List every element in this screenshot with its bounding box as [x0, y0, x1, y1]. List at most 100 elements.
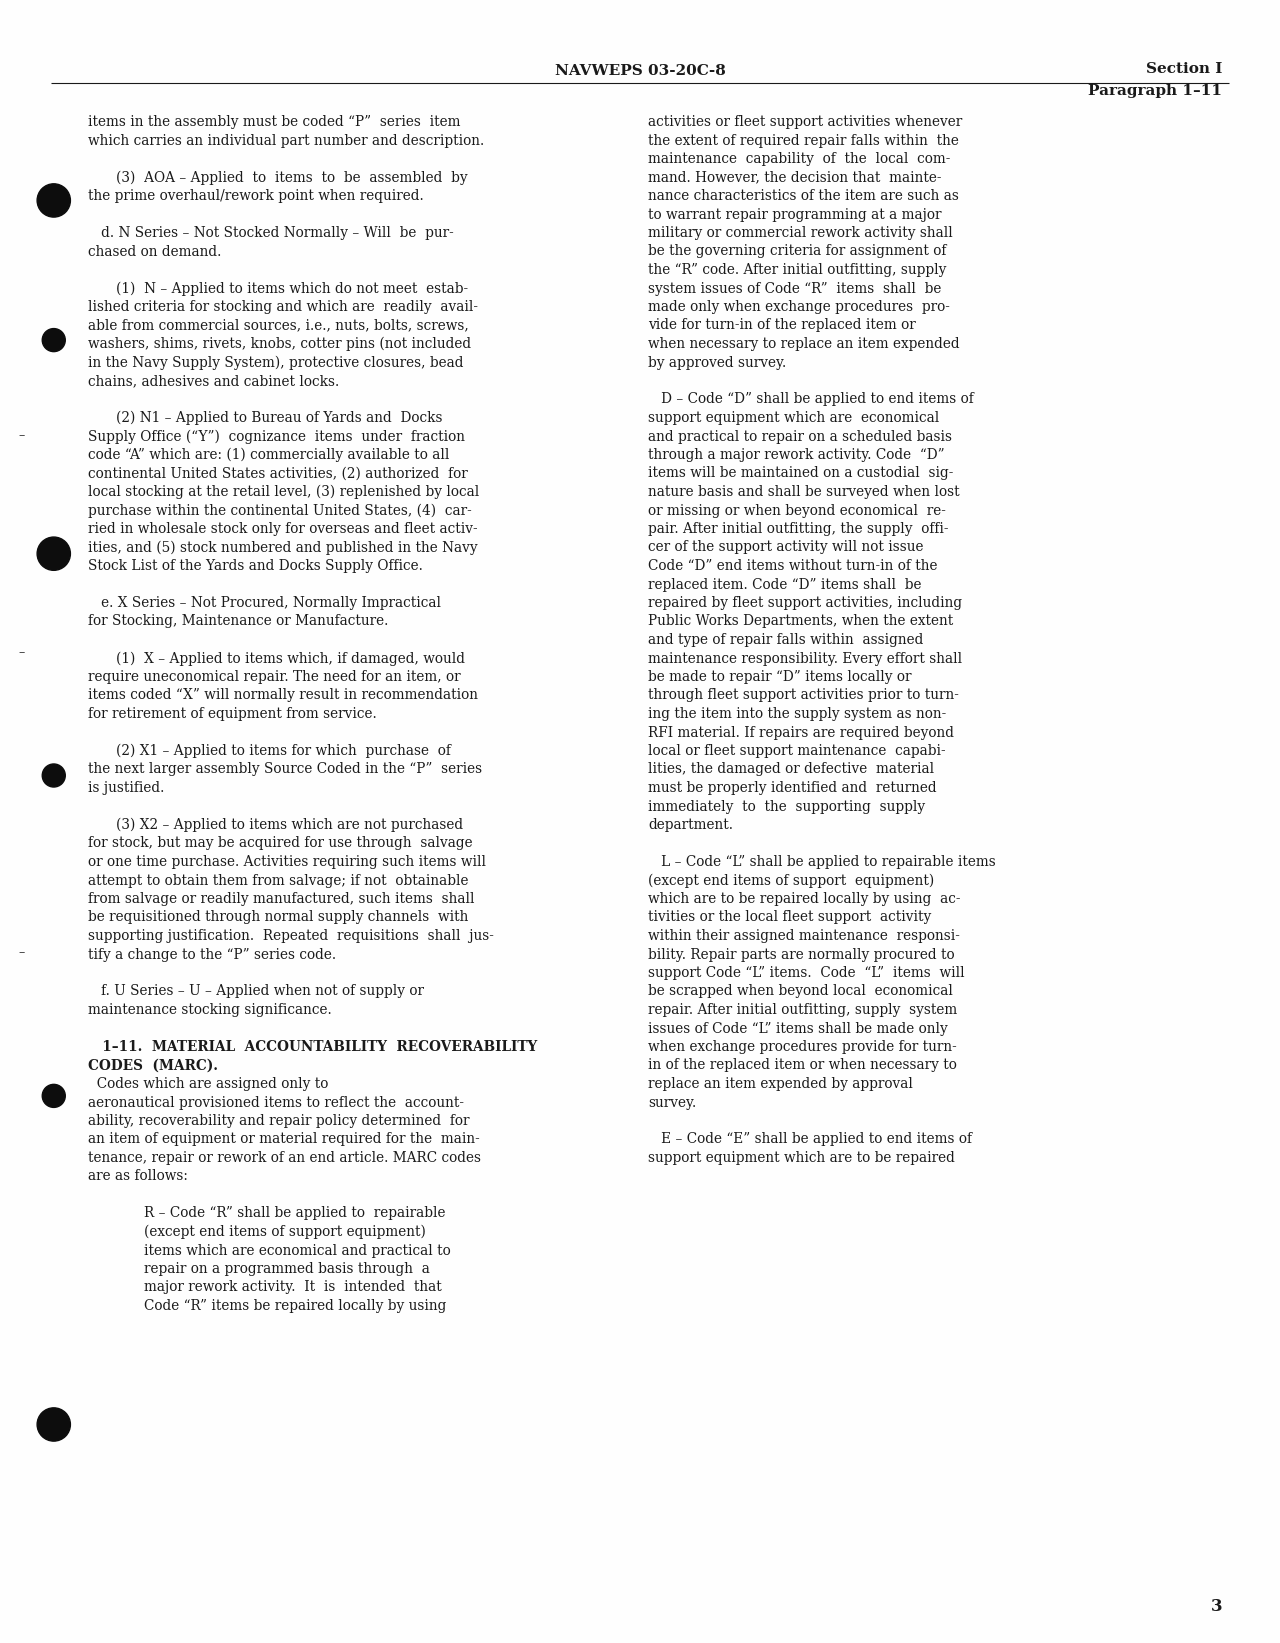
Text: repair on a programmed basis through  a: repair on a programmed basis through a — [143, 1262, 430, 1277]
Text: (2) N1 – Applied to Bureau of Yards and  Docks: (2) N1 – Applied to Bureau of Yards and … — [116, 411, 443, 426]
Text: lished criteria for stocking and which are  readily  avail-: lished criteria for stocking and which a… — [88, 301, 477, 314]
Text: to warrant repair programming at a major: to warrant repair programming at a major — [648, 207, 942, 222]
Text: NAVWEPS 03-20C-8: NAVWEPS 03-20C-8 — [554, 64, 726, 77]
Text: the extent of required repair falls within  the: the extent of required repair falls with… — [648, 133, 959, 148]
Text: support equipment which are  economical: support equipment which are economical — [648, 411, 940, 426]
Text: tify a change to the “P” series code.: tify a change to the “P” series code. — [88, 948, 337, 961]
Text: major rework activity.  It  is  intended  that: major rework activity. It is intended th… — [143, 1280, 442, 1295]
Text: 3: 3 — [1211, 1599, 1222, 1615]
Text: 1–11.  MATERIAL  ACCOUNTABILITY  RECOVERABILITY: 1–11. MATERIAL ACCOUNTABILITY RECOVERABI… — [88, 1040, 538, 1055]
Text: within their assigned maintenance  responsi-: within their assigned maintenance respon… — [648, 928, 960, 943]
Text: items which are economical and practical to: items which are economical and practical… — [143, 1244, 451, 1257]
Text: attempt to obtain them from salvage; if not  obtainable: attempt to obtain them from salvage; if … — [88, 874, 468, 887]
Text: ability, recoverability and repair policy determined  for: ability, recoverability and repair polic… — [88, 1114, 470, 1129]
Text: or one time purchase. Activities requiring such items will: or one time purchase. Activities requiri… — [88, 854, 486, 869]
Text: items will be maintained on a custodial  sig-: items will be maintained on a custodial … — [648, 467, 954, 480]
Text: maintenance  capability  of  the  local  com-: maintenance capability of the local com- — [648, 153, 950, 166]
Text: able from commercial sources, i.e., nuts, bolts, screws,: able from commercial sources, i.e., nuts… — [88, 319, 468, 332]
Text: E – Code “E” shall be applied to end items of: E – Code “E” shall be applied to end ite… — [648, 1132, 972, 1147]
Text: system issues of Code “R”  items  shall  be: system issues of Code “R” items shall be — [648, 281, 941, 296]
Text: must be properly identified and  returned: must be properly identified and returned — [648, 780, 937, 795]
Text: Code “D” end items without turn-in of the: Code “D” end items without turn-in of th… — [648, 559, 937, 573]
Text: (1)  X – Applied to items which, if damaged, would: (1) X – Applied to items which, if damag… — [116, 652, 465, 665]
Text: e. X Series – Not Procured, Normally Impractical: e. X Series – Not Procured, Normally Imp… — [88, 596, 442, 610]
Text: when exchange procedures provide for turn-: when exchange procedures provide for tur… — [648, 1040, 956, 1055]
Text: Supply Office (“Y”)  cognizance  items  under  fraction: Supply Office (“Y”) cognizance items und… — [88, 429, 465, 444]
Circle shape — [37, 537, 70, 570]
Text: continental United States activities, (2) authorized  for: continental United States activities, (2… — [88, 467, 467, 480]
Text: ing the item into the supply system as non-: ing the item into the supply system as n… — [648, 706, 946, 721]
Text: Public Works Departments, when the extent: Public Works Departments, when the exten… — [648, 614, 954, 629]
Circle shape — [42, 329, 65, 352]
Text: Stock List of the Yards and Docks Supply Office.: Stock List of the Yards and Docks Supply… — [88, 559, 422, 573]
Circle shape — [37, 1408, 70, 1441]
Text: lities, the damaged or defective  material: lities, the damaged or defective materia… — [648, 762, 934, 777]
Text: from salvage or readily manufactured, such items  shall: from salvage or readily manufactured, su… — [88, 892, 475, 905]
Text: made only when exchange procedures  pro-: made only when exchange procedures pro- — [648, 301, 950, 314]
Text: support Code “L” items.  Code  “L”  items  will: support Code “L” items. Code “L” items w… — [648, 966, 965, 979]
Text: the “R” code. After initial outfitting, supply: the “R” code. After initial outfitting, … — [648, 263, 946, 278]
Text: the prime overhaul/rework point when required.: the prime overhaul/rework point when req… — [88, 189, 424, 204]
Text: or missing or when beyond economical  re-: or missing or when beyond economical re- — [648, 503, 946, 518]
Text: be requisitioned through normal supply channels  with: be requisitioned through normal supply c… — [88, 910, 468, 925]
Text: aeronautical provisioned items to reflect the  account-: aeronautical provisioned items to reflec… — [88, 1096, 465, 1109]
Text: code “A” which are: (1) commercially available to all: code “A” which are: (1) commercially ava… — [88, 449, 449, 462]
Text: –: – — [18, 429, 24, 442]
Text: military or commercial rework activity shall: military or commercial rework activity s… — [648, 227, 952, 240]
Text: activities or fleet support activities whenever: activities or fleet support activities w… — [648, 115, 963, 130]
Text: washers, shims, rivets, knobs, cotter pins (not included: washers, shims, rivets, knobs, cotter pi… — [88, 337, 471, 352]
Text: purchase within the continental United States, (4)  car-: purchase within the continental United S… — [88, 503, 472, 518]
Text: Section I: Section I — [1146, 62, 1222, 76]
Text: CODES  (MARC).: CODES (MARC). — [88, 1058, 218, 1073]
Text: ities, and (5) stock numbered and published in the Navy: ities, and (5) stock numbered and publis… — [88, 541, 477, 555]
Text: cer of the support activity will not issue: cer of the support activity will not iss… — [648, 541, 923, 554]
Text: which are to be repaired locally by using  ac-: which are to be repaired locally by usin… — [648, 892, 960, 905]
Text: (1)  N – Applied to items which do not meet  estab-: (1) N – Applied to items which do not me… — [116, 281, 468, 296]
Text: (2) X1 – Applied to items for which  purchase  of: (2) X1 – Applied to items for which purc… — [116, 744, 451, 759]
Text: mand. However, the decision that  mainte-: mand. However, the decision that mainte- — [648, 171, 942, 184]
Text: through fleet support activities prior to turn-: through fleet support activities prior t… — [648, 688, 959, 703]
Text: –: – — [18, 946, 24, 960]
Text: replaced item. Code “D” items shall  be: replaced item. Code “D” items shall be — [648, 577, 922, 591]
Text: bility. Repair parts are normally procured to: bility. Repair parts are normally procur… — [648, 948, 955, 961]
Text: chains, adhesives and cabinet locks.: chains, adhesives and cabinet locks. — [88, 375, 339, 388]
Text: for retirement of equipment from service.: for retirement of equipment from service… — [88, 706, 376, 721]
Text: tenance, repair or rework of an end article. MARC codes: tenance, repair or rework of an end arti… — [88, 1152, 481, 1165]
Text: be the governing criteria for assignment of: be the governing criteria for assignment… — [648, 245, 946, 258]
Text: local or fleet support maintenance  capabi-: local or fleet support maintenance capab… — [648, 744, 946, 757]
Text: maintenance stocking significance.: maintenance stocking significance. — [88, 1002, 332, 1017]
Text: repair. After initial outfitting, supply  system: repair. After initial outfitting, supply… — [648, 1002, 957, 1017]
Text: repaired by fleet support activities, including: repaired by fleet support activities, in… — [648, 596, 963, 610]
Text: be made to repair “D” items locally or: be made to repair “D” items locally or — [648, 670, 911, 683]
Text: in the Navy Supply System), protective closures, bead: in the Navy Supply System), protective c… — [88, 355, 463, 370]
Text: Code “R” items be repaired locally by using: Code “R” items be repaired locally by us… — [143, 1300, 447, 1313]
Text: and type of repair falls within  assigned: and type of repair falls within assigned — [648, 633, 923, 647]
Text: d. N Series – Not Stocked Normally – Will  be  pur-: d. N Series – Not Stocked Normally – Wil… — [88, 227, 453, 240]
Text: Paragraph 1–11: Paragraph 1–11 — [1088, 84, 1222, 99]
Text: the next larger assembly Source Coded in the “P”  series: the next larger assembly Source Coded in… — [88, 762, 483, 777]
Text: immediately  to  the  supporting  supply: immediately to the supporting supply — [648, 800, 925, 813]
Text: support equipment which are to be repaired: support equipment which are to be repair… — [648, 1152, 955, 1165]
Text: issues of Code “L” items shall be made only: issues of Code “L” items shall be made o… — [648, 1022, 947, 1035]
Circle shape — [42, 1084, 65, 1107]
Text: –: – — [18, 646, 24, 659]
Text: survey.: survey. — [648, 1096, 696, 1109]
Text: in of the replaced item or when necessary to: in of the replaced item or when necessar… — [648, 1058, 957, 1073]
Text: for stock, but may be acquired for use through  salvage: for stock, but may be acquired for use t… — [88, 836, 472, 851]
Text: D – Code “D” shall be applied to end items of: D – Code “D” shall be applied to end ite… — [648, 393, 974, 406]
Text: items coded “X” will normally result in recommendation: items coded “X” will normally result in … — [88, 688, 477, 703]
Text: nature basis and shall be surveyed when lost: nature basis and shall be surveyed when … — [648, 485, 960, 499]
Text: chased on demand.: chased on demand. — [88, 245, 221, 258]
Text: department.: department. — [648, 818, 733, 831]
Text: nance characteristics of the item are such as: nance characteristics of the item are su… — [648, 189, 959, 204]
Text: L – Code “L” shall be applied to repairable items: L – Code “L” shall be applied to repaira… — [648, 854, 996, 869]
Text: (3)  AOA – Applied  to  items  to  be  assembled  by: (3) AOA – Applied to items to be assembl… — [116, 171, 467, 186]
Text: for Stocking, Maintenance or Manufacture.: for Stocking, Maintenance or Manufacture… — [88, 614, 388, 629]
Text: vide for turn-in of the replaced item or: vide for turn-in of the replaced item or — [648, 319, 915, 332]
Text: by approved survey.: by approved survey. — [648, 355, 786, 370]
Text: (3) X2 – Applied to items which are not purchased: (3) X2 – Applied to items which are not … — [116, 818, 463, 833]
Text: Codes which are assigned only to: Codes which are assigned only to — [88, 1078, 329, 1091]
Text: are as follows:: are as follows: — [88, 1170, 188, 1183]
Text: f. U Series – U – Applied when not of supply or: f. U Series – U – Applied when not of su… — [88, 984, 424, 999]
Text: RFI material. If repairs are required beyond: RFI material. If repairs are required be… — [648, 726, 954, 739]
